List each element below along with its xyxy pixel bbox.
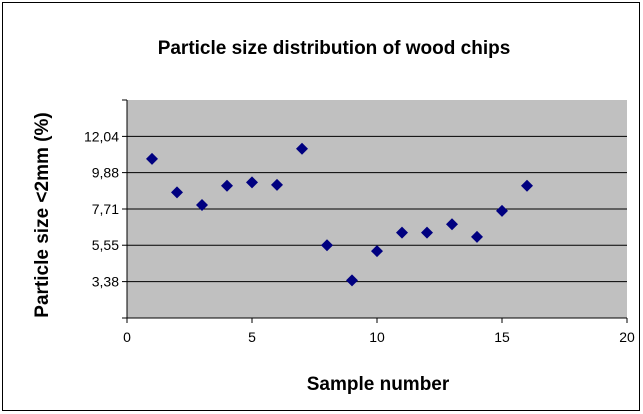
- x-tick-label: 10: [369, 329, 385, 345]
- data-point: [246, 176, 258, 189]
- data-point: [496, 204, 508, 217]
- y-axis-label: Particle size <2mm (%): [32, 112, 53, 317]
- y-axis-ticks: 3,38 5,55 7,71 9,88 12,04: [84, 99, 127, 319]
- data-point: [321, 239, 333, 252]
- x-axis-label: Sample number: [307, 374, 450, 395]
- data-point: [271, 178, 283, 191]
- data-point: [196, 198, 208, 211]
- data-point: [346, 274, 358, 287]
- y-tick-label: 5,55: [92, 237, 119, 253]
- data-point: [296, 142, 308, 155]
- y-tick-label: 9,88: [92, 165, 119, 181]
- data-points: [146, 142, 533, 287]
- data-point: [221, 179, 233, 192]
- data-point: [146, 152, 158, 165]
- y-tick-label: 12,04: [84, 128, 119, 144]
- data-point: [396, 226, 408, 239]
- x-tick-label: 5: [248, 329, 256, 345]
- y-tick-label: 7,71: [92, 201, 119, 217]
- data-point: [421, 226, 433, 239]
- x-tick-label: 20: [619, 329, 635, 345]
- data-point: [471, 230, 483, 243]
- x-tick-label: 15: [494, 329, 510, 345]
- chart: Particle size distribution of wood chips…: [32, 38, 635, 395]
- data-point: [521, 179, 533, 192]
- data-point: [446, 218, 458, 231]
- x-axis-ticks: 0 5 10 15 20: [123, 318, 635, 345]
- y-tick-label: 3,38: [92, 274, 119, 290]
- x-tick-label: 0: [123, 329, 131, 345]
- data-point: [171, 186, 183, 199]
- data-point: [371, 245, 383, 258]
- chart-title: Particle size distribution of wood chips: [158, 38, 511, 59]
